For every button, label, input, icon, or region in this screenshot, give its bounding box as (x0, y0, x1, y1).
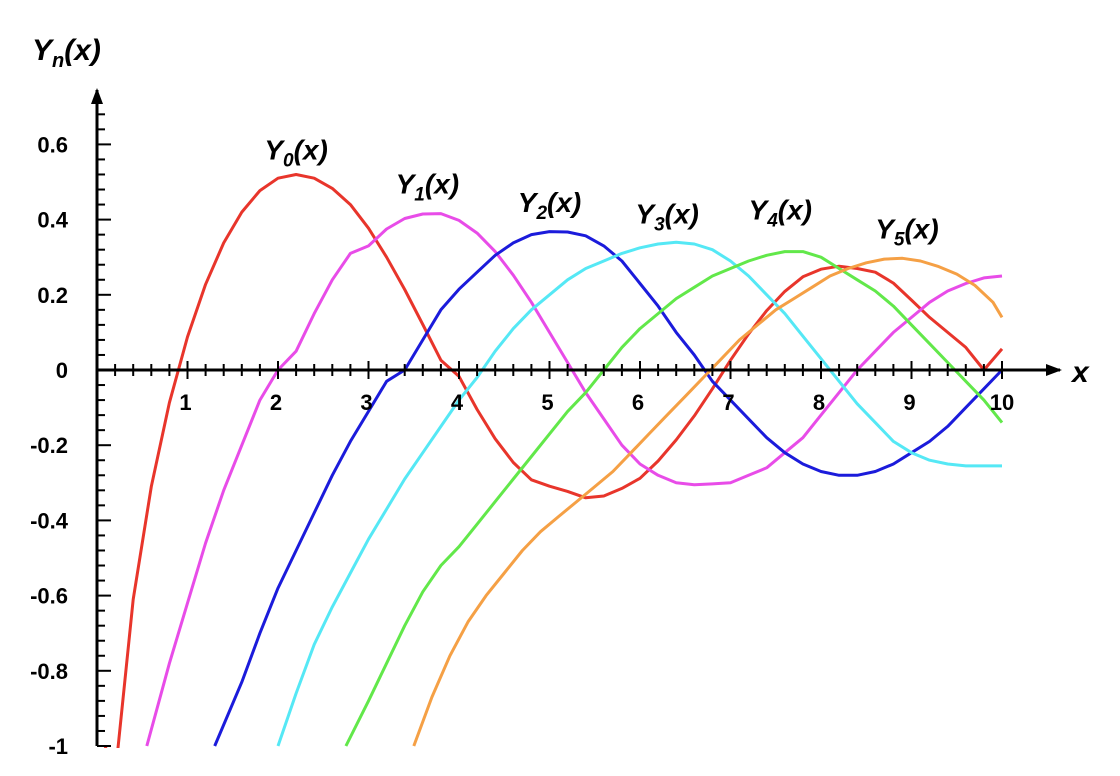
y-tick-label: -1 (48, 734, 68, 759)
y-tick-label: 0.2 (37, 283, 68, 308)
tick-labels: 1 2 3 4 5 6 7 8 9 10 0.6 0.4 0.2 0 -0.2 -0.4 -0.6 -0.8 -1 (30, 132, 1014, 759)
series-label-y1: Y1(x) (396, 168, 460, 205)
y-axis-title-sub: n (52, 50, 64, 72)
series-line-y5 (412, 256, 1004, 747)
series-line-y3 (276, 240, 1002, 747)
y-tick-label: -0.6 (30, 584, 68, 609)
x-axis-title: x (1070, 356, 1090, 389)
x-tick-label: 7 (722, 390, 734, 415)
x-tick-label: 10 (990, 390, 1014, 415)
series-label-y4: Y4(x) (749, 195, 813, 232)
y-tick-label: -0.2 (30, 433, 68, 458)
x-tick-label: 2 (270, 390, 282, 415)
y-axis-title-main: Y (32, 34, 55, 67)
y-tick-label: -0.4 (30, 508, 69, 533)
series-line-y4 (344, 250, 1004, 747)
x-tick-label: 3 (360, 390, 372, 415)
y-axis-arrow (91, 88, 103, 104)
series-labels: Y0(x) Y1(x) Y2(x) Y3(x) Y4(x) Y5(x) (264, 134, 938, 250)
x-tick-label: 5 (541, 390, 553, 415)
series-label-y2: Y2(x) (518, 187, 582, 224)
series-lines (103, 173, 1004, 748)
series-line-y1 (145, 212, 1003, 747)
x-axis-arrow (1046, 364, 1062, 376)
y-tick-label: 0.4 (37, 208, 68, 233)
y-tick-label: 0 (56, 358, 68, 383)
axes (91, 88, 1062, 746)
y-tick-label: 0.6 (37, 132, 68, 157)
ticks (97, 113, 1003, 747)
y-tick-label: -0.8 (30, 659, 68, 684)
x-tick-label: 8 (813, 390, 825, 415)
x-tick-label: 6 (632, 390, 644, 415)
y-axis-title-rest: (x) (64, 34, 101, 67)
x-tick-label: 4 (451, 390, 464, 415)
y-axis-title: Yn(x) (32, 34, 101, 72)
x-tick-label: 9 (903, 390, 915, 415)
series-label-y0: Y0(x) (264, 134, 328, 171)
series-line-y2 (213, 230, 1004, 747)
x-tick-label: 1 (179, 390, 191, 415)
series-label-y5: Y5(x) (875, 213, 939, 250)
series-label-y3: Y3(x) (635, 198, 699, 235)
